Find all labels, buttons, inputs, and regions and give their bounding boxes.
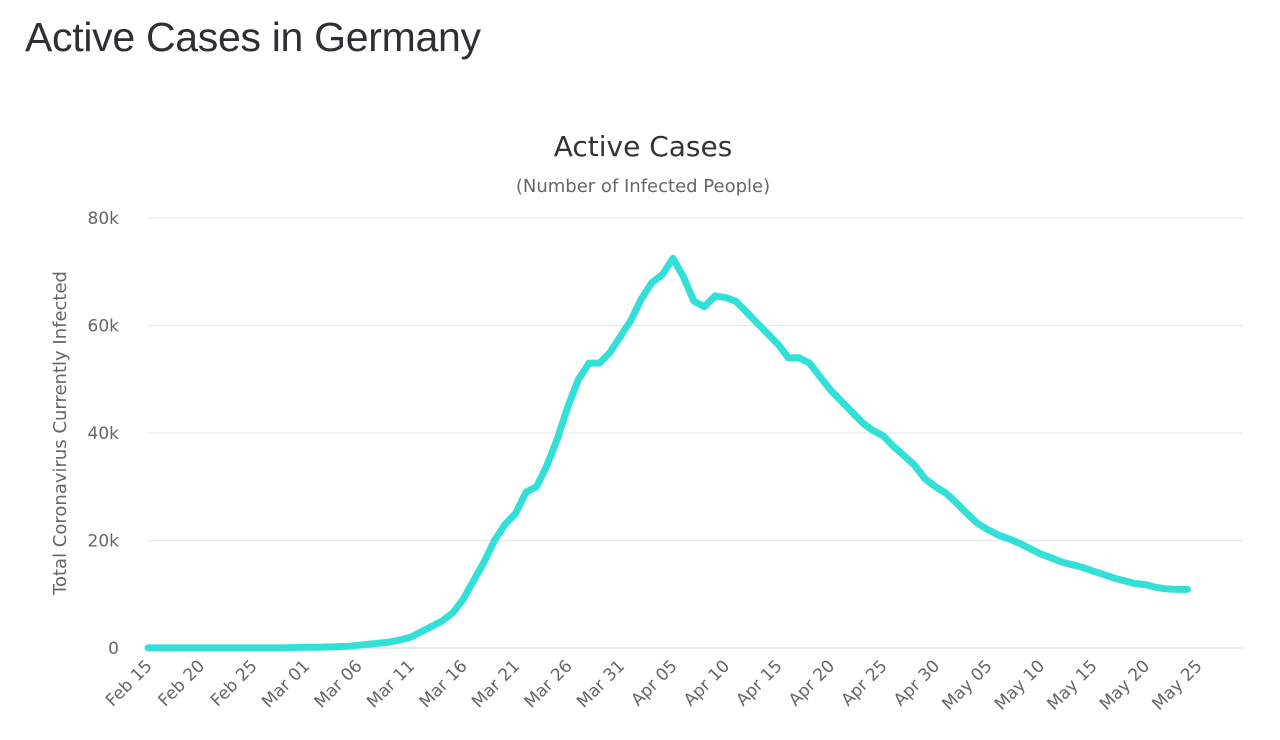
y-tick-label: 60k xyxy=(88,317,120,337)
x-tick-label: Mar 01 xyxy=(258,656,314,712)
x-tick-label: Mar 11 xyxy=(363,656,419,712)
y-tick-label: 80k xyxy=(88,209,120,229)
grid-layer xyxy=(148,217,1243,649)
active-cases-line xyxy=(144,254,1191,652)
x-tick-label: Mar 26 xyxy=(521,656,577,712)
x-tick-label: Apr 30 xyxy=(890,656,944,710)
x-tick-label: Apr 25 xyxy=(837,656,891,710)
x-tick-label: Apr 15 xyxy=(732,656,786,710)
x-tick-label: May 05 xyxy=(938,656,996,714)
y-tick-label: 20k xyxy=(88,532,120,552)
x-tick-label: May 20 xyxy=(1096,656,1154,714)
y-tick-label: 40k xyxy=(88,424,120,444)
x-tick-label: Feb 25 xyxy=(207,656,262,711)
x-tick-label: Mar 31 xyxy=(573,656,629,712)
x-tick-label: Apr 20 xyxy=(785,656,839,710)
page-heading: Active Cases in Germany xyxy=(25,14,481,60)
series-layer xyxy=(144,254,1191,652)
x-tick-label: Feb 15 xyxy=(102,656,157,711)
x-tick-label: May 25 xyxy=(1148,656,1206,714)
y-axis-label: Total Coronavirus Currently Infected xyxy=(50,271,71,596)
x-tick-label: Apr 10 xyxy=(680,656,734,710)
y-tick-labels: 0 20k 40k 60k 80k xyxy=(88,209,120,659)
x-tick-label: May 15 xyxy=(1043,656,1101,714)
y-tick-label: 0 xyxy=(108,639,119,659)
chart-subtitle: (Number of Infected People) xyxy=(516,176,770,197)
x-tick-label: May 10 xyxy=(991,656,1049,714)
x-tick-label: Mar 06 xyxy=(311,656,367,712)
chart-title: Active Cases xyxy=(554,130,733,163)
x-tick-label: Mar 21 xyxy=(468,656,524,712)
x-tick-label: Mar 16 xyxy=(416,656,472,712)
x-tick-label: Apr 05 xyxy=(627,656,681,710)
x-tick-label: Feb 20 xyxy=(154,656,209,711)
